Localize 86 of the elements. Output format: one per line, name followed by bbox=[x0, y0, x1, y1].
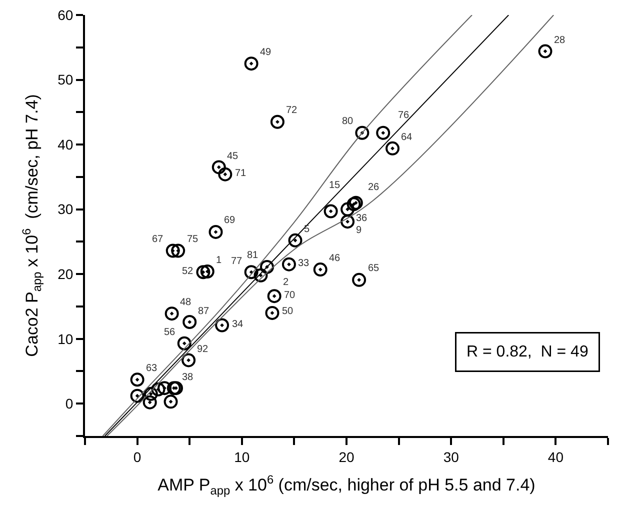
annotation: 80 bbox=[342, 116, 354, 127]
point bbox=[376, 126, 390, 140]
annotation: 64 bbox=[401, 132, 413, 143]
annotation: 75 bbox=[187, 234, 199, 245]
point bbox=[169, 381, 183, 396]
y-tick-label: 50 bbox=[58, 72, 74, 88]
annotation: 2 bbox=[283, 277, 289, 288]
point bbox=[265, 306, 280, 320]
annotation: 36 bbox=[356, 213, 368, 224]
point bbox=[130, 388, 144, 403]
annotation: 28 bbox=[554, 35, 566, 46]
point bbox=[200, 264, 214, 278]
annotation: 52 bbox=[182, 266, 194, 277]
annotation: 26 bbox=[368, 182, 380, 193]
x-tick-label: 30 bbox=[443, 448, 460, 465]
point bbox=[164, 306, 179, 321]
point bbox=[386, 141, 400, 156]
annotation: 65 bbox=[368, 263, 380, 274]
annotation: 71 bbox=[235, 168, 247, 179]
point bbox=[151, 382, 166, 396]
point bbox=[340, 202, 355, 216]
annotation: R = 0.82, N = 49 bbox=[466, 344, 588, 360]
annotation: 76 bbox=[398, 110, 410, 121]
annotation: 67 bbox=[152, 234, 164, 245]
annotation: 56 bbox=[164, 327, 176, 338]
point bbox=[282, 257, 296, 272]
y-tick-label: 60 bbox=[58, 6, 74, 23]
point bbox=[355, 126, 370, 140]
annotation: 70 bbox=[284, 290, 296, 301]
annotation: 15 bbox=[329, 180, 341, 191]
annotation: 46 bbox=[329, 253, 341, 264]
annotation: 49 bbox=[260, 47, 272, 58]
point bbox=[254, 268, 268, 282]
x-axis-title: AMP P$_{app}$ x 10$^{6}$ (cm/sec, higher of pH 5.5 and 7.4) bbox=[158, 472, 536, 498]
point bbox=[313, 262, 328, 277]
annotation: 72 bbox=[286, 105, 298, 116]
annotation: 34 bbox=[232, 319, 244, 330]
annotation: 69 bbox=[224, 215, 236, 226]
point bbox=[288, 233, 302, 248]
point bbox=[324, 204, 338, 218]
y-tick-label: 40 bbox=[58, 136, 74, 152]
point bbox=[538, 44, 552, 58]
point bbox=[142, 395, 157, 410]
point bbox=[212, 160, 226, 174]
point bbox=[352, 272, 366, 287]
point bbox=[215, 318, 230, 332]
annotation: 77 bbox=[231, 256, 243, 267]
annotation: 81 bbox=[247, 250, 259, 261]
point bbox=[267, 289, 282, 304]
y-tick-label: 10 bbox=[58, 330, 74, 347]
annotation: 1 bbox=[216, 255, 222, 266]
annotation: 45 bbox=[227, 151, 239, 162]
y-tick-label: 30 bbox=[58, 201, 74, 218]
point bbox=[166, 381, 181, 396]
point bbox=[208, 224, 223, 239]
point bbox=[182, 315, 197, 330]
annotation: 87 bbox=[198, 306, 210, 317]
y-tick-label: 0 bbox=[65, 396, 74, 412]
point bbox=[218, 167, 232, 182]
annotation: 38 bbox=[182, 372, 194, 383]
annotation: 33 bbox=[298, 258, 310, 269]
point bbox=[158, 381, 172, 396]
point bbox=[260, 260, 274, 274]
x-tick-label: 10 bbox=[234, 448, 250, 465]
annotation: 5 bbox=[304, 224, 310, 235]
point bbox=[164, 394, 178, 409]
point bbox=[177, 336, 192, 350]
x-tick-label: 40 bbox=[548, 448, 564, 465]
point bbox=[270, 114, 284, 129]
point bbox=[244, 56, 258, 71]
x-tick-label: 0 bbox=[133, 448, 142, 465]
point bbox=[130, 372, 144, 387]
annotation: 63 bbox=[146, 363, 158, 374]
annotation: 92 bbox=[197, 344, 209, 355]
annotation: 50 bbox=[282, 306, 294, 317]
x-tick-label: 20 bbox=[338, 448, 354, 465]
point bbox=[196, 265, 210, 280]
point bbox=[144, 386, 158, 401]
annotation: 48 bbox=[180, 297, 192, 308]
point bbox=[340, 214, 355, 229]
y-tick-label: 20 bbox=[58, 266, 74, 282]
point bbox=[166, 244, 180, 258]
point bbox=[182, 353, 196, 368]
point bbox=[244, 265, 258, 280]
point bbox=[171, 244, 186, 258]
annotation: 9 bbox=[356, 225, 362, 236]
